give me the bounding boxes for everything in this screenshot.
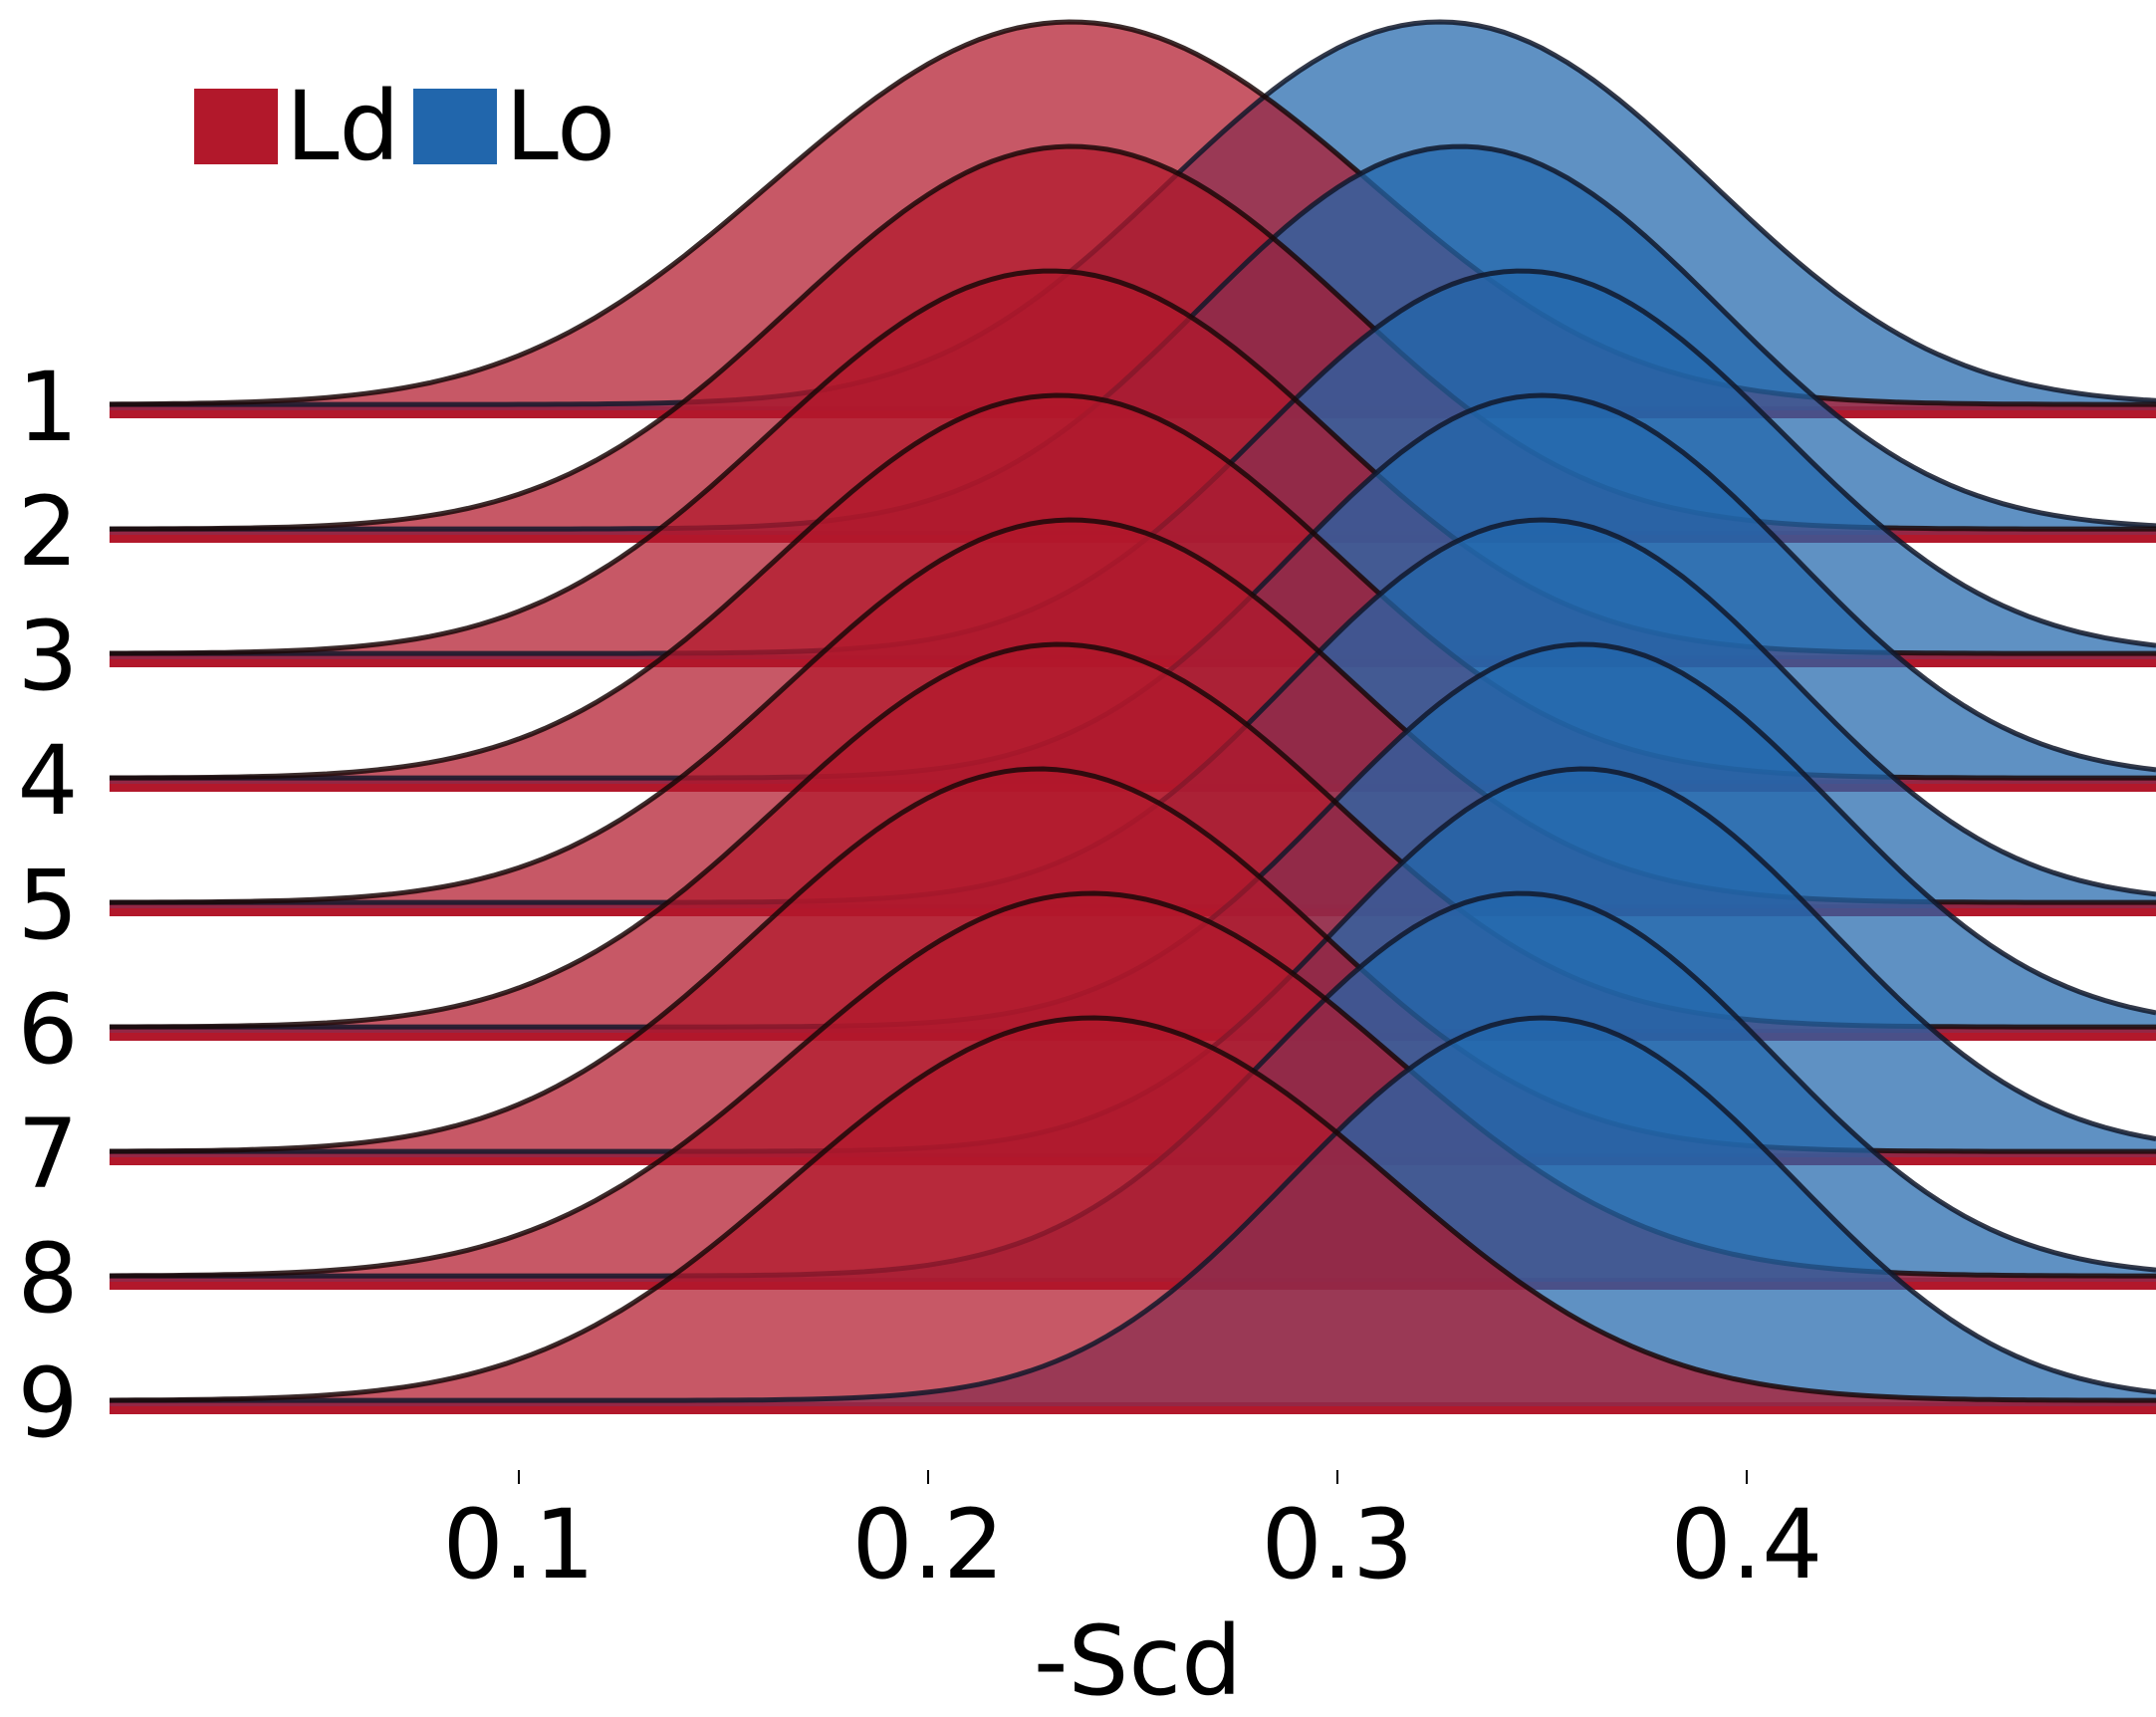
legend-swatch-ld (194, 89, 278, 164)
row-label-5: 5 (17, 850, 78, 961)
row-label-2: 2 (17, 476, 78, 588)
row-label-1: 1 (17, 352, 78, 463)
x-tick-label: 0.1 (443, 1489, 596, 1600)
x-tick-label: 0.2 (852, 1489, 1005, 1600)
x-axis-title: -Scd (1033, 1605, 1243, 1717)
legend: Ld Lo (194, 71, 625, 182)
row-label-8: 8 (17, 1223, 78, 1335)
legend-swatch-lo (413, 89, 498, 164)
density-lo-area (110, 1018, 2156, 1406)
row-label-9: 9 (17, 1348, 78, 1459)
row-label-6: 6 (17, 974, 78, 1086)
row-label-3: 3 (17, 601, 78, 712)
density-ld-line (109, 1015, 2156, 1403)
ridge-row-9 (109, 1015, 2156, 1414)
legend-label-ld: Ld (286, 71, 400, 182)
density-lo-line (110, 1015, 2156, 1403)
row-label-4: 4 (17, 725, 78, 837)
x-tick-label: 0.3 (1262, 1489, 1414, 1600)
legend-label-lo: Lo (505, 71, 615, 182)
density-ld-area (110, 1018, 2156, 1406)
x-tick-label: 0.4 (1671, 1489, 1823, 1600)
row-label-7: 7 (17, 1099, 78, 1210)
